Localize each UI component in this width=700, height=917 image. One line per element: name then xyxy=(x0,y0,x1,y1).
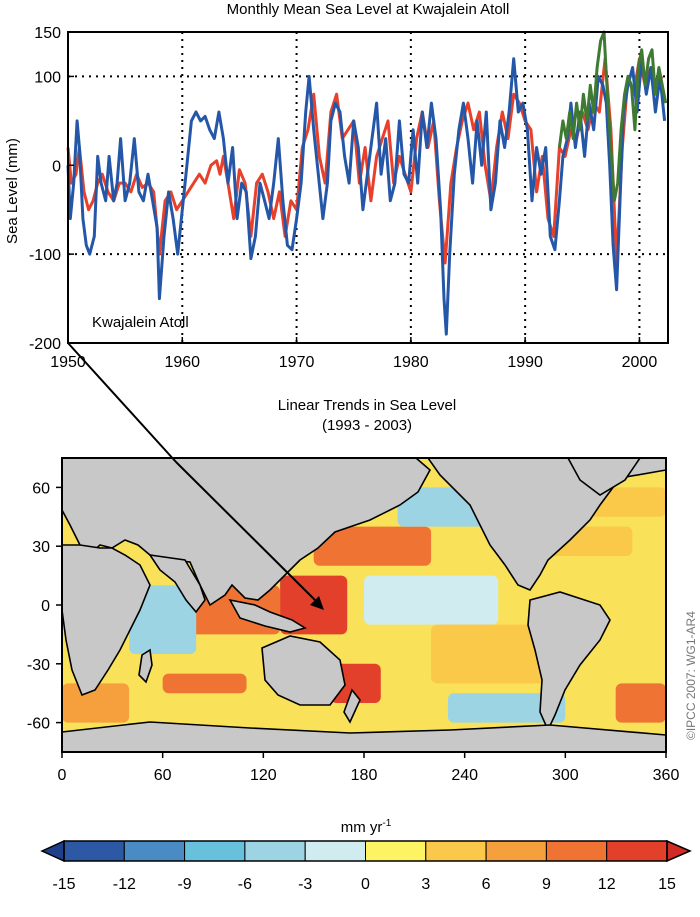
land-se-asia-islands xyxy=(228,598,308,633)
map-panel: Linear Trends in Sea Level (1993 - 2003) xyxy=(27,342,680,784)
trend-region xyxy=(129,585,197,654)
colorbar-tick-label: 3 xyxy=(421,876,430,893)
colorbar-tick-label: -3 xyxy=(298,876,312,893)
y-tick-label: 0 xyxy=(52,158,61,175)
trend-region xyxy=(364,575,499,625)
map-y-tick-label: -30 xyxy=(27,657,50,674)
y-tick-label: 150 xyxy=(34,25,61,42)
copyright-text: ©IPCC 2007: WG1-AR4 xyxy=(684,611,698,740)
x-tick-label: 1990 xyxy=(507,354,543,371)
timeseries-ylabel: Sea Level (mm) xyxy=(4,138,21,244)
colorbar-cell xyxy=(545,840,608,862)
x-tick-label: 1950 xyxy=(50,354,86,371)
x-tick-label: 2000 xyxy=(622,354,658,371)
trend-region xyxy=(615,683,666,723)
land-madagascar xyxy=(138,648,153,684)
trend-region xyxy=(162,673,247,694)
map-title: Linear Trends in Sea Level xyxy=(278,397,456,414)
y-tick-label: -200 xyxy=(29,336,61,353)
colorbar-frame xyxy=(63,840,668,862)
land-greenland xyxy=(567,458,641,496)
colorbar-tick-label: 15 xyxy=(658,876,676,893)
y-tick-label: -100 xyxy=(29,247,61,264)
colorbar-cell xyxy=(244,840,306,862)
map-subtitle: (1993 - 2003) xyxy=(322,417,412,434)
x-tick-label: 1970 xyxy=(279,354,315,371)
colorbar-tick-label: 9 xyxy=(542,876,551,893)
colorbar-cell xyxy=(606,840,668,862)
land-new-zealand xyxy=(343,688,361,724)
colorbar-tick-label: -9 xyxy=(177,876,191,893)
timeseries-title: Monthly Mean Sea Level at Kwajalein Atol… xyxy=(227,1,510,18)
colorbar-cell xyxy=(63,840,125,862)
colorbar-ticks: -15 -12 -9 -6 -3 0 3 6 9 12 15 xyxy=(52,876,676,893)
map-x-tick-label: 60 xyxy=(154,767,172,784)
colorbar-label: mm yr-1 xyxy=(341,818,392,836)
land-australia xyxy=(261,635,346,706)
map-x-tick-label: 120 xyxy=(250,767,277,784)
colorbar-right-arrow xyxy=(666,839,692,863)
colorbar-tick-label: -6 xyxy=(238,876,252,893)
x-tick-label: 1980 xyxy=(393,354,429,371)
colorbar-label-exponent: -1 xyxy=(382,818,391,829)
land-south-america xyxy=(527,591,611,732)
colorbar-tick-label: 6 xyxy=(482,876,491,893)
colorbar-cell xyxy=(485,840,547,862)
timeseries-grid xyxy=(68,32,668,343)
colorbar-tick-label: -12 xyxy=(113,876,136,893)
colorbar-tick-label: 0 xyxy=(361,876,370,893)
map-y-tick-label: -60 xyxy=(27,716,50,733)
colorbar-cell xyxy=(304,840,367,862)
timeseries-frame xyxy=(67,31,669,344)
land-africa xyxy=(62,544,151,697)
colorbar-tick-label: -15 xyxy=(52,876,75,893)
series-line-1 xyxy=(66,57,667,336)
timeseries-annotation: Kwajalein Atoll xyxy=(92,314,189,331)
timeseries-ticks: 1950 1960 1970 1980 1990 2000 150 100 0 -100 -200 xyxy=(29,25,657,371)
colorbar-left-arrow xyxy=(40,839,65,863)
trend-region xyxy=(447,693,566,723)
timeseries-panel: Monthly Mean Sea Level at Kwajalein Atol… xyxy=(4,1,669,371)
connector-arrow xyxy=(175,461,320,605)
colorbar-tick-label: 12 xyxy=(598,876,616,893)
map-y-tick-label: 0 xyxy=(41,598,50,615)
colorbar-label-text: mm yr xyxy=(341,819,383,836)
trend-region xyxy=(62,683,130,723)
map-x-tick-label: 300 xyxy=(552,767,579,784)
colorbar-cell xyxy=(123,840,186,862)
y-tick-label: 100 xyxy=(34,69,61,86)
connector-line xyxy=(67,342,177,463)
connector-arrowhead xyxy=(310,596,324,610)
trend-region xyxy=(313,526,432,566)
colorbar-cell xyxy=(425,840,487,862)
land-antarctica xyxy=(62,721,666,752)
timeseries-lines xyxy=(66,30,668,336)
series-line-2 xyxy=(557,30,668,203)
map-x-tick-label: 180 xyxy=(351,767,378,784)
land-arabia-india xyxy=(148,553,206,614)
map-x-tick-label: 0 xyxy=(58,767,67,784)
colorbar-cells xyxy=(63,840,668,862)
map-x-tick-label: 240 xyxy=(451,767,478,784)
colorbar: mm yr-1 -15 -12 -9 -6 -3 0 3 6 9 12 15 xyxy=(40,818,692,893)
map-x-tick-label: 360 xyxy=(653,767,680,784)
map-y-tick-label: 30 xyxy=(32,539,50,556)
land-masses xyxy=(62,458,666,752)
colorbar-cell xyxy=(184,840,246,862)
map-y-tick-label: 60 xyxy=(32,480,50,497)
colorbar-cell xyxy=(365,840,427,862)
trend-region xyxy=(431,624,549,684)
x-tick-label: 1960 xyxy=(164,354,200,371)
